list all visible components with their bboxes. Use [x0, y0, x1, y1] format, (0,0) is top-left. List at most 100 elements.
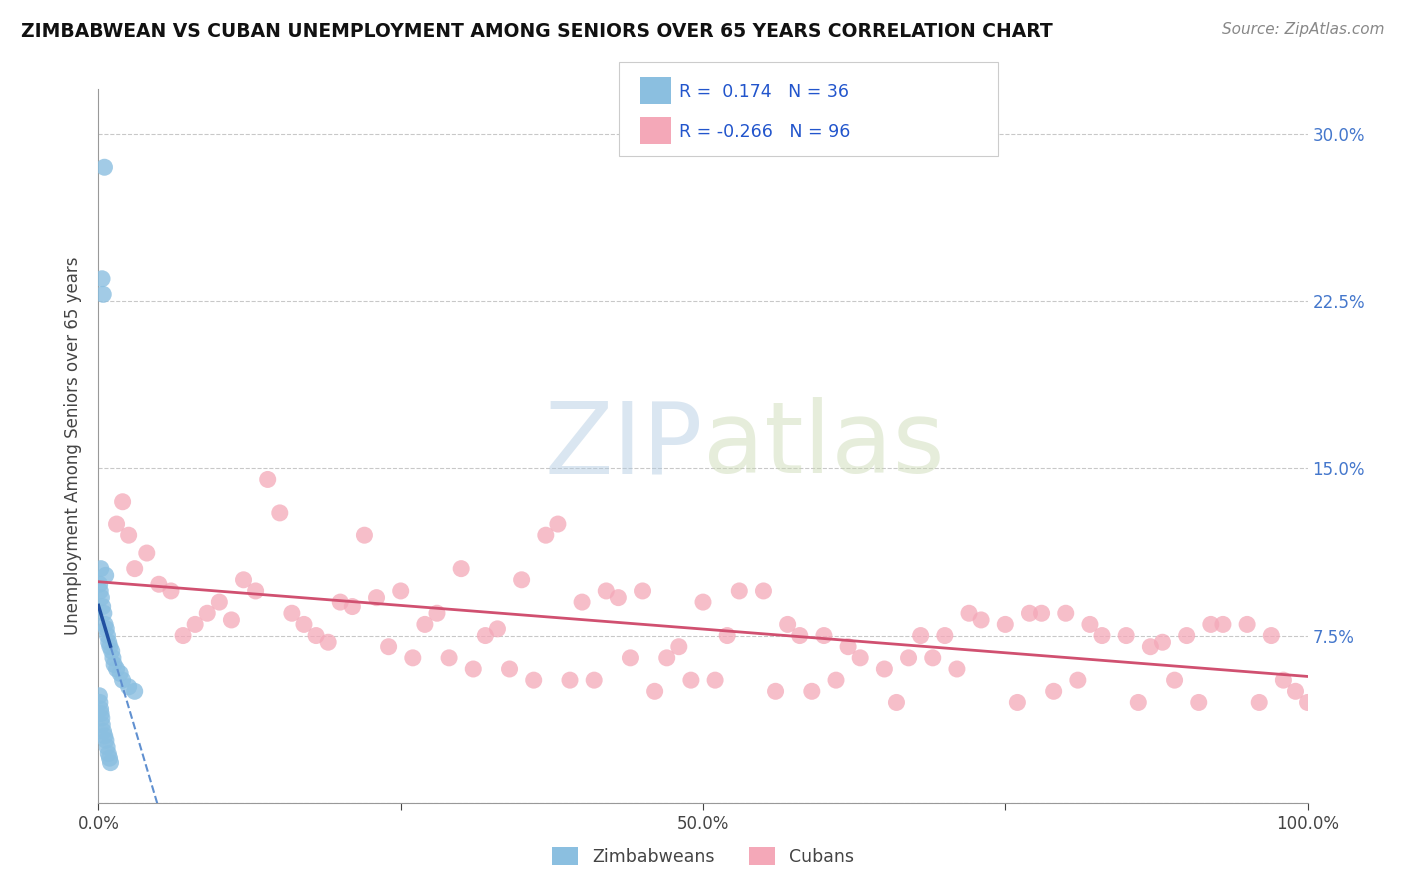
Point	[93, 161, 115, 175]
Text: ZIMBABWEAN VS CUBAN UNEMPLOYMENT AMONG SENIORS OVER 65 YEARS CORRELATION CHART: ZIMBABWEAN VS CUBAN UNEMPLOYMENT AMONG S…	[21, 22, 1053, 41]
Point	[1152, 635, 1174, 649]
Point	[111, 673, 134, 687]
Point	[124, 684, 146, 698]
Point	[619, 651, 641, 665]
Point	[426, 607, 449, 621]
Point	[91, 599, 114, 614]
Point	[90, 706, 112, 721]
Point	[1236, 617, 1258, 632]
Point	[413, 617, 436, 632]
Point	[1031, 607, 1053, 621]
Point	[93, 724, 115, 739]
Point	[523, 673, 546, 687]
Point	[837, 640, 859, 654]
Point	[765, 684, 787, 698]
Point	[728, 583, 751, 598]
Point	[886, 696, 908, 710]
Point	[873, 662, 896, 676]
Point	[957, 607, 980, 621]
Point	[135, 546, 157, 560]
Point	[105, 662, 128, 676]
Point	[1054, 607, 1077, 621]
Point	[93, 607, 115, 621]
Point	[208, 595, 231, 609]
Point	[1163, 673, 1185, 687]
Point	[655, 651, 678, 665]
Point	[1260, 628, 1282, 642]
Point	[1284, 684, 1306, 698]
Point	[571, 595, 593, 609]
Point	[813, 628, 835, 642]
Text: Source: ZipAtlas.com: Source: ZipAtlas.com	[1222, 22, 1385, 37]
Point	[921, 651, 943, 665]
Point	[377, 640, 399, 654]
Point	[402, 651, 425, 665]
Point	[1175, 628, 1198, 642]
Point	[486, 622, 509, 636]
Point	[534, 528, 557, 542]
Point	[644, 684, 666, 698]
Point	[98, 751, 121, 765]
Point	[437, 651, 460, 665]
Text: R =  0.174   N = 36: R = 0.174 N = 36	[679, 83, 849, 101]
Point	[96, 622, 118, 636]
Point	[1018, 607, 1040, 621]
Text: ZIP: ZIP	[544, 398, 703, 494]
Point	[98, 640, 121, 654]
Point	[558, 673, 581, 687]
Point	[100, 644, 122, 658]
Point	[583, 673, 606, 687]
Point	[172, 628, 194, 642]
Point	[184, 617, 207, 632]
Point	[89, 689, 111, 703]
Point	[934, 628, 956, 642]
Point	[108, 666, 131, 681]
Point	[547, 516, 569, 531]
Point	[91, 287, 114, 301]
Point	[100, 756, 122, 770]
Point	[776, 617, 799, 632]
Point	[752, 583, 775, 598]
Point	[148, 577, 170, 591]
Point	[1272, 673, 1295, 687]
Point	[1091, 628, 1114, 642]
Point	[118, 680, 141, 694]
Point	[89, 577, 111, 591]
Point	[1139, 640, 1161, 654]
Point	[91, 717, 114, 731]
Point	[463, 662, 485, 676]
Point	[353, 528, 375, 542]
Point	[90, 591, 112, 605]
Point	[160, 583, 183, 598]
Point	[94, 617, 117, 632]
Point	[90, 702, 112, 716]
Point	[90, 711, 112, 725]
Point	[111, 494, 134, 508]
Point	[292, 617, 315, 632]
Point	[124, 562, 146, 576]
Point	[281, 607, 304, 621]
Point	[366, 591, 388, 605]
Point	[910, 628, 932, 642]
Point	[1067, 673, 1090, 687]
Point	[800, 684, 823, 698]
Point	[96, 628, 118, 642]
Point	[93, 729, 115, 743]
Point	[269, 506, 291, 520]
Point	[232, 573, 254, 587]
Point	[692, 595, 714, 609]
Point	[342, 599, 364, 614]
Point	[329, 595, 352, 609]
Point	[1296, 696, 1319, 710]
Point	[316, 635, 339, 649]
Point	[679, 673, 702, 687]
Point	[118, 528, 141, 542]
Point	[1042, 684, 1064, 698]
Point	[849, 651, 872, 665]
Point	[1128, 696, 1150, 710]
Point	[105, 516, 128, 531]
Point	[498, 662, 520, 676]
Point	[305, 628, 328, 642]
Point	[1007, 696, 1029, 710]
Point	[704, 673, 727, 687]
